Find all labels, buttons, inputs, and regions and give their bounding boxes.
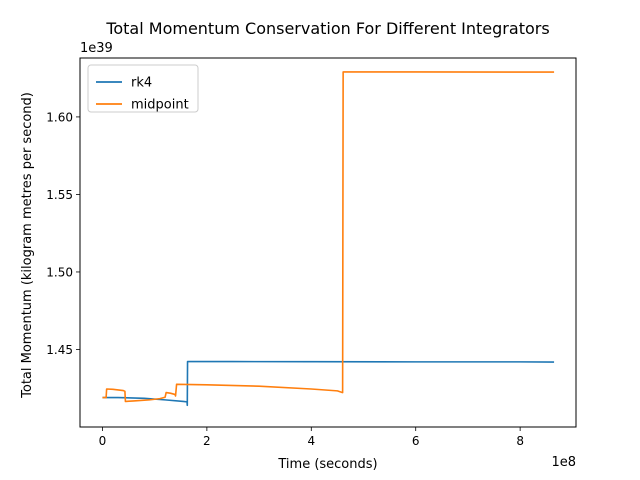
x-axis-label: Time (seconds) <box>277 457 377 472</box>
y-tick-label: 1.45 <box>46 343 73 357</box>
x-axis: 0 2 4 6 8 <box>99 427 524 448</box>
y-tick-label: 1.50 <box>46 265 73 279</box>
series-layer <box>102 71 555 407</box>
legend-box <box>87 64 199 113</box>
y-tick-label: 1.60 <box>46 110 73 124</box>
x-tick-label: 0 <box>99 434 107 448</box>
series-line-midpoint <box>102 71 555 403</box>
axes-frame <box>79 57 577 428</box>
x-offset-text: 1e8 <box>551 455 576 470</box>
y-tick-label: 1.55 <box>46 188 73 202</box>
y-axis: 1.45 1.50 1.55 1.60 <box>46 110 80 357</box>
legend: rk4 midpoint <box>87 64 199 113</box>
x-tick-label: 4 <box>307 434 315 448</box>
chart-title: Total Momentum Conservation For Differen… <box>105 19 549 38</box>
plot-area <box>79 57 577 428</box>
legend-label-rk4: rk4 <box>131 76 152 91</box>
x-tick-label: 2 <box>203 434 211 448</box>
y-offset-text: 1e39 <box>80 41 113 56</box>
y-axis-label: Total Momentum (kilogram metres per seco… <box>20 92 35 399</box>
legend-label-midpoint: midpoint <box>131 98 189 113</box>
series-line-rk4 <box>102 360 555 407</box>
x-tick-label: 8 <box>516 434 524 448</box>
x-tick-label: 6 <box>412 434 420 448</box>
